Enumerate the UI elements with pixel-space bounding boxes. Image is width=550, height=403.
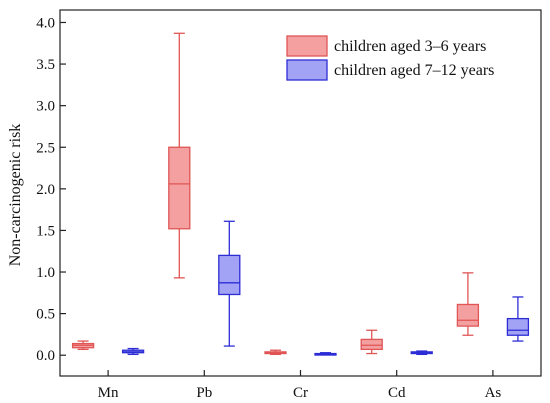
box-group <box>506 296 530 342</box>
y-tick-label: 4.0 <box>36 15 55 31</box>
x-tick-label: Cr <box>293 385 308 401</box>
y-tick-label: 1.5 <box>36 223 55 239</box>
box-group <box>218 220 241 347</box>
box-iqr <box>456 303 480 327</box>
x-axis: Mn Pb Cr Cd As <box>98 370 502 401</box>
box-groups <box>71 32 530 356</box>
x-tick-label: Pb <box>196 385 212 401</box>
box-iqr <box>168 146 191 230</box>
legend: children aged 3–6 years children aged 7–1… <box>286 35 494 81</box>
y-tick-label: 0.5 <box>36 307 55 323</box>
box-group <box>360 329 383 355</box>
box-iqr <box>506 317 530 336</box>
legend-swatch <box>286 35 328 57</box>
x-tick-label: Cd <box>388 385 406 401</box>
box-iqr <box>360 338 383 351</box>
x-tick-label: As <box>485 385 502 401</box>
legend-label: children aged 3–6 years <box>334 38 486 55</box>
y-tick-label: 1.0 <box>36 265 55 281</box>
box-group <box>121 347 145 356</box>
legend-label: children aged 7–12 years <box>334 62 494 79</box>
y-tick-label: 3.0 <box>36 99 55 115</box>
box-group <box>456 272 480 336</box>
box-group <box>410 350 433 356</box>
box-group <box>314 352 337 356</box>
y-axis-title: Non-carcinogenic risk <box>7 124 24 267</box>
y-tick-label: 2.5 <box>36 140 55 156</box>
box-group <box>71 340 95 351</box>
legend-swatch <box>286 59 328 81</box>
y-tick-label: 0.0 <box>36 348 55 364</box>
box-iqr <box>218 254 241 296</box>
y-tick-label: 2.0 <box>36 182 55 198</box>
y-tick-label: 3.5 <box>36 57 55 73</box>
x-tick-label: Mn <box>98 385 119 401</box>
box-group <box>168 32 191 279</box>
box-group <box>264 349 287 356</box>
y-axis: 0.0 0.5 1.0 1.5 2.0 2.5 3.0 3.5 4.0 <box>36 15 66 364</box>
